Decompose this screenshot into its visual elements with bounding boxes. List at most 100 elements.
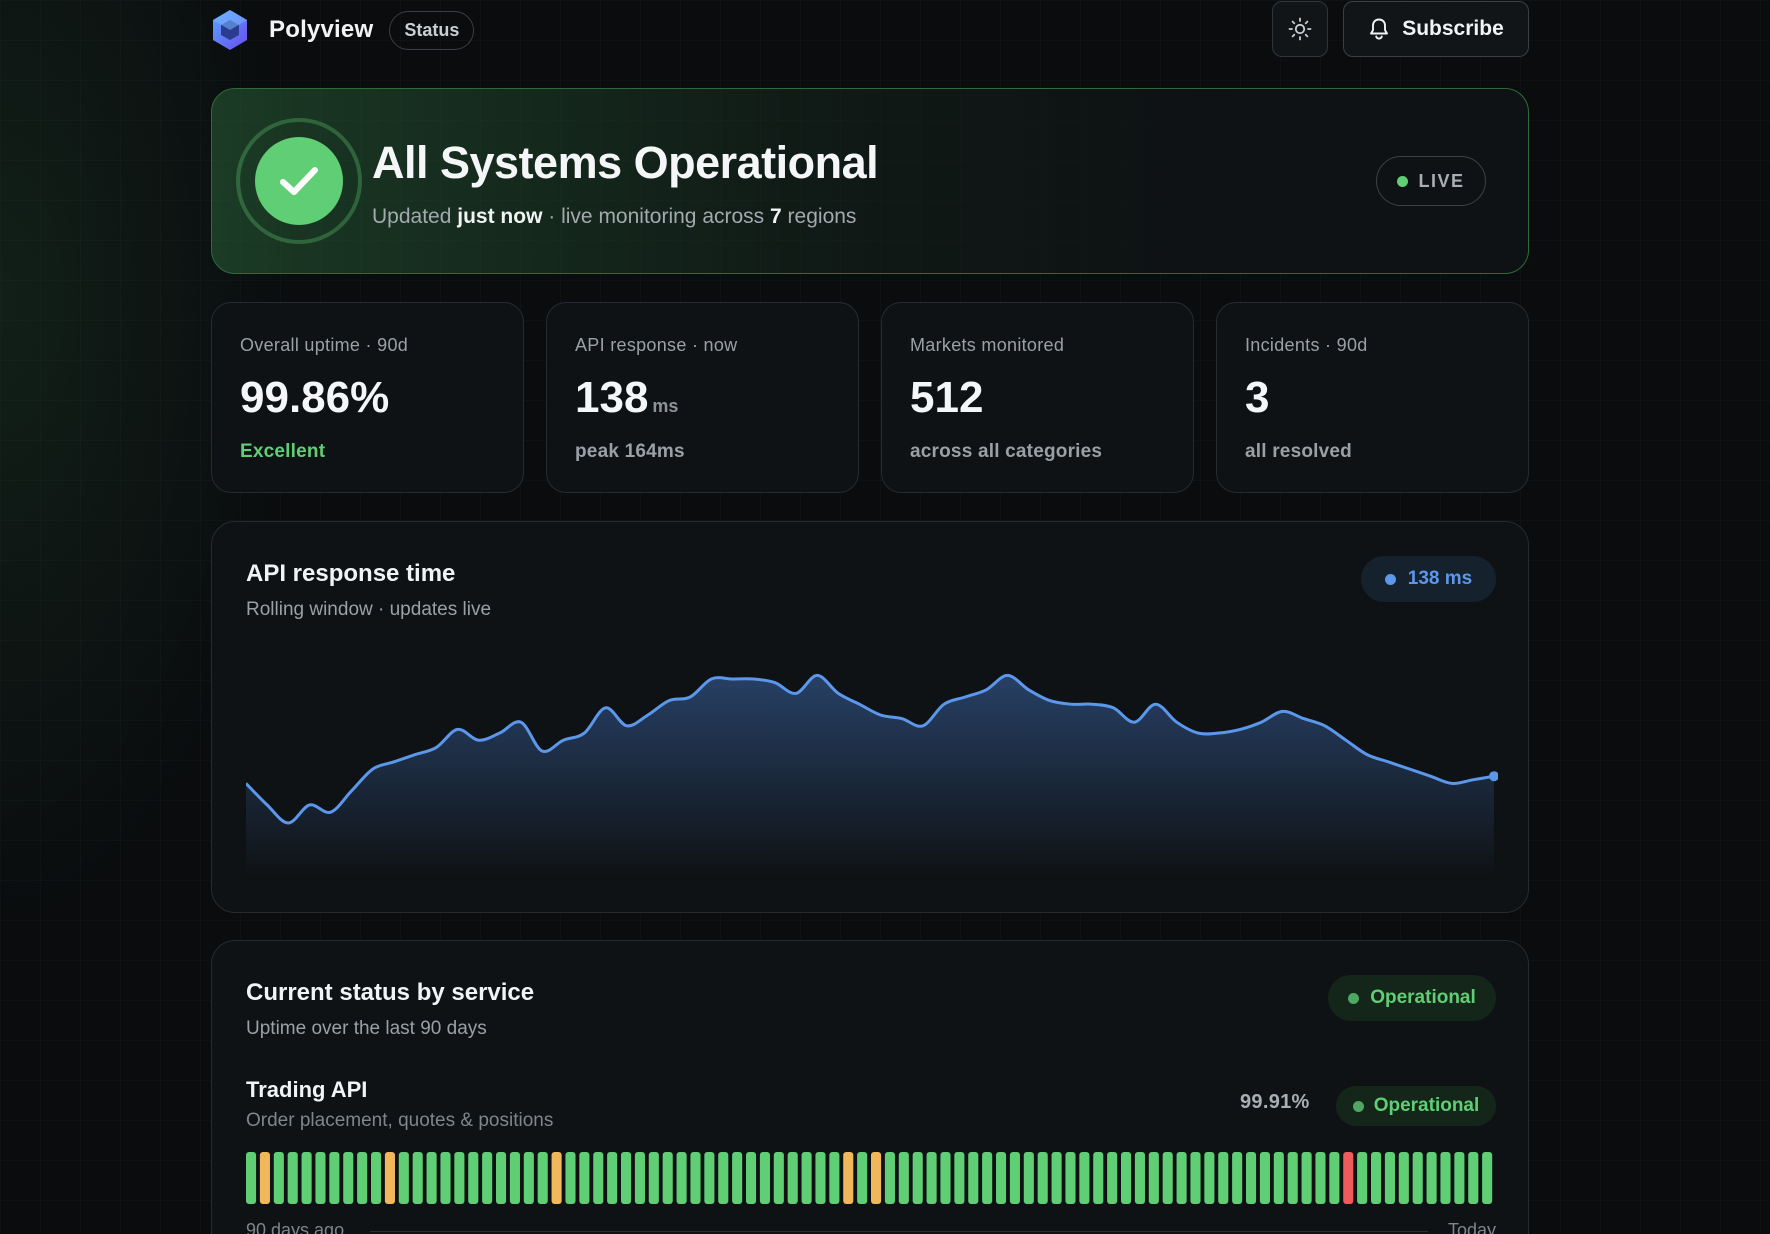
uptime-day-bar[interactable] [287,1152,298,1204]
uptime-day-bar[interactable] [718,1152,729,1204]
uptime-day-bar[interactable] [1357,1152,1368,1204]
theme-toggle-button[interactable] [1272,1,1328,57]
uptime-day-bar[interactable] [301,1152,312,1204]
uptime-day-bar[interactable] [273,1152,284,1204]
uptime-day-bar[interactable] [1482,1152,1493,1204]
uptime-day-bar[interactable] [773,1152,784,1204]
uptime-day-bar[interactable] [926,1152,937,1204]
uptime-day-bar[interactable] [1162,1152,1173,1204]
uptime-day-bar[interactable] [1079,1152,1090,1204]
uptime-day-bar[interactable] [1037,1152,1048,1204]
uptime-day-bar[interactable] [982,1152,993,1204]
uptime-day-bar[interactable] [1009,1152,1020,1204]
uptime-day-bar[interactable] [746,1152,757,1204]
uptime-day-bar[interactable] [1329,1152,1340,1204]
uptime-day-bar[interactable] [371,1152,382,1204]
uptime-day-bar[interactable] [690,1152,701,1204]
uptime-day-bar[interactable] [259,1152,270,1204]
uptime-day-bar[interactable] [968,1152,979,1204]
uptime-day-bar[interactable] [1107,1152,1118,1204]
uptime-day-bar[interactable] [509,1152,520,1204]
uptime-day-bar[interactable] [1065,1152,1076,1204]
uptime-day-bar[interactable] [857,1152,868,1204]
uptime-day-bar[interactable] [634,1152,645,1204]
uptime-day-bar[interactable] [662,1152,673,1204]
uptime-day-bar[interactable] [732,1152,743,1204]
uptime-day-bar[interactable] [912,1152,923,1204]
uptime-day-bar[interactable] [329,1152,340,1204]
service-name[interactable]: Trading API [246,1077,368,1102]
uptime-day-bar[interactable] [1023,1152,1034,1204]
uptime-day-bar[interactable] [1371,1152,1382,1204]
uptime-day-bar[interactable] [1093,1152,1104,1204]
uptime-day-bar[interactable] [871,1152,882,1204]
uptime-day-bar[interactable] [676,1152,687,1204]
uptime-day-bar[interactable] [996,1152,1007,1204]
uptime-day-bar[interactable] [398,1152,409,1204]
uptime-day-bar[interactable] [1246,1152,1257,1204]
uptime-day-bar[interactable] [1398,1152,1409,1204]
uptime-day-bar[interactable] [1412,1152,1423,1204]
uptime-day-bar[interactable] [607,1152,618,1204]
uptime-day-bar[interactable] [426,1152,437,1204]
uptime-day-bar[interactable] [454,1152,465,1204]
uptime-day-bar[interactable] [1148,1152,1159,1204]
uptime-day-bar[interactable] [1051,1152,1062,1204]
subscribe-label: Subscribe [1402,17,1504,40]
uptime-day-bar[interactable] [315,1152,326,1204]
uptime-day-bar[interactable] [565,1152,576,1204]
uptime-day-bar[interactable] [496,1152,507,1204]
uptime-day-bar[interactable] [579,1152,590,1204]
uptime-day-bar[interactable] [898,1152,909,1204]
monitoring-label: · live monitoring across [548,205,765,228]
uptime-day-bar[interactable] [1287,1152,1298,1204]
uptime-day-bar[interactable] [357,1152,368,1204]
uptime-day-bar[interactable] [940,1152,951,1204]
uptime-day-bar[interactable] [648,1152,659,1204]
uptime-day-bar[interactable] [621,1152,632,1204]
uptime-day-bar[interactable] [537,1152,548,1204]
uptime-day-bar[interactable] [1301,1152,1312,1204]
uptime-day-bar[interactable] [884,1152,895,1204]
uptime-day-bar[interactable] [1343,1152,1354,1204]
uptime-day-bar[interactable] [1315,1152,1326,1204]
uptime-day-bar[interactable] [384,1152,395,1204]
uptime-day-bar[interactable] [468,1152,479,1204]
uptime-day-bar[interactable] [343,1152,354,1204]
brand[interactable]: Polyview Status [211,8,475,52]
uptime-day-bar[interactable] [1176,1152,1187,1204]
uptime-day-bar[interactable] [1232,1152,1243,1204]
uptime-day-bar[interactable] [246,1152,257,1204]
uptime-day-bar[interactable] [1440,1152,1451,1204]
uptime-day-bar[interactable] [843,1152,854,1204]
range-divider [370,1231,1428,1232]
uptime-day-bar[interactable] [523,1152,534,1204]
uptime-day-bar[interactable] [1468,1152,1479,1204]
uptime-day-bar[interactable] [412,1152,423,1204]
uptime-day-bar[interactable] [1190,1152,1201,1204]
uptime-day-bar[interactable] [1134,1152,1145,1204]
uptime-day-bar[interactable] [829,1152,840,1204]
uptime-day-bar[interactable] [815,1152,826,1204]
uptime-day-bar[interactable] [704,1152,715,1204]
uptime-day-bar[interactable] [1273,1152,1284,1204]
uptime-day-bar[interactable] [787,1152,798,1204]
live-badge: LIVE [1376,156,1486,206]
uptime-day-bar[interactable] [1384,1152,1395,1204]
uptime-day-bar[interactable] [1259,1152,1270,1204]
uptime-day-bar[interactable] [954,1152,965,1204]
uptime-day-bar[interactable] [759,1152,770,1204]
uptime-day-bar[interactable] [1218,1152,1229,1204]
uptime-day-bar[interactable] [1454,1152,1465,1204]
stat-label: API response · now [575,335,738,355]
subscribe-button[interactable]: Subscribe [1343,1,1529,57]
uptime-day-bar[interactable] [1121,1152,1132,1204]
uptime-day-bar[interactable] [482,1152,493,1204]
uptime-day-bar[interactable] [551,1152,562,1204]
uptime-day-bar[interactable] [1204,1152,1215,1204]
uptime-day-bar[interactable] [593,1152,604,1204]
checkmark-icon [255,137,343,225]
uptime-day-bar[interactable] [1426,1152,1437,1204]
uptime-day-bar[interactable] [801,1152,812,1204]
uptime-day-bar[interactable] [440,1152,451,1204]
